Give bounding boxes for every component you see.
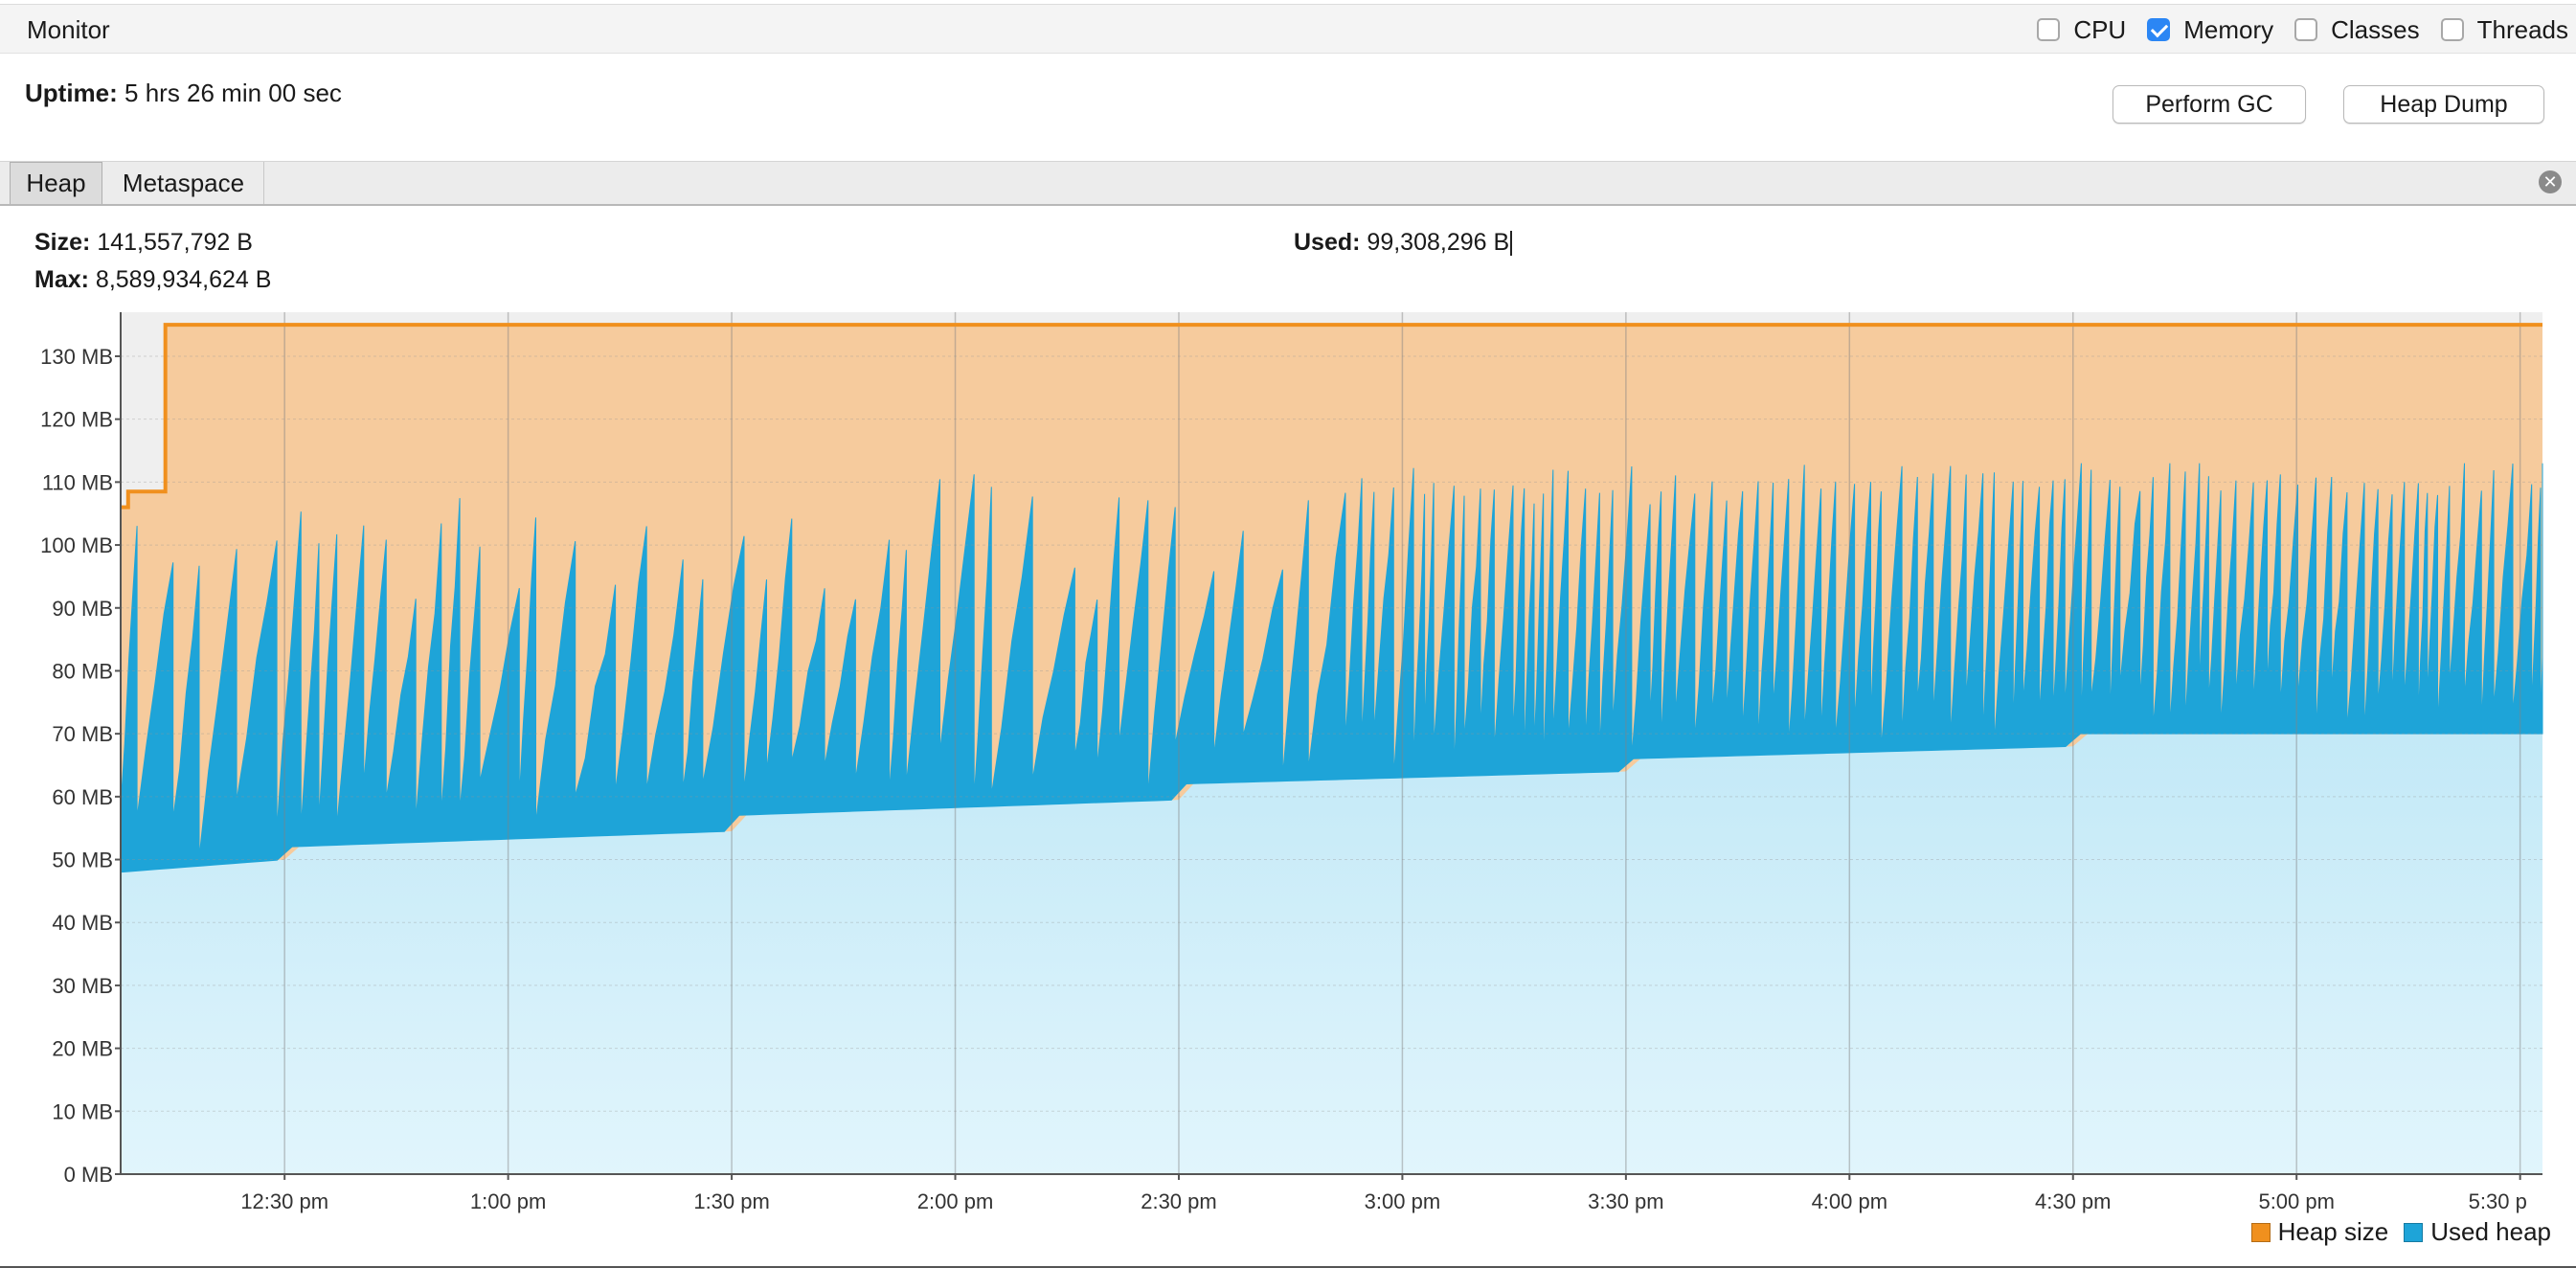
legend-heap-size-label: Heap size [2277, 1217, 2389, 1246]
monitor-title: Monitor [27, 15, 110, 44]
cpu-checkbox[interactable] [2037, 18, 2061, 41]
grid-lines [121, 312, 2542, 1174]
used-heap-base-fill [121, 734, 2542, 1174]
x-tick-label: 4:30 pm [2035, 1189, 2112, 1213]
x-tick-label: 4:00 pm [1812, 1189, 1888, 1213]
y-tick-label: 80 MB [52, 659, 113, 683]
y-axis-ticks: 0 MB 10 MB 20 MB 30 MB 40 MB 50 MB 60 MB 70 MB 8… [40, 345, 121, 1187]
x-tick-label: 1:00 pm [470, 1189, 547, 1213]
heap-chart: 0 MB 10 MB 20 MB 30 MB 40 MB 50 MB 60 MB 70 MB 8… [40, 312, 2543, 1213]
uptime-value: 5 hrs 26 min 00 sec [124, 79, 342, 107]
cpu-toggle[interactable]: CPU [2037, 15, 2126, 45]
heap-dump-button[interactable]: Heap Dump [2343, 85, 2544, 124]
used-heap-fill [120, 463, 2543, 873]
text-caret [1510, 231, 1513, 257]
memory-checkbox[interactable] [2147, 18, 2171, 41]
y-tick-label: 0 MB [64, 1163, 113, 1187]
y-tick-label: 10 MB [52, 1099, 113, 1123]
classes-toggle[interactable]: Classes [2294, 14, 2420, 45]
memory-toggle-label: Memory [2183, 14, 2274, 44]
x-tick-label: 12:30 pm [240, 1189, 328, 1213]
uptime-readout: Uptime: 5 hrs 26 min 00 sec [25, 79, 342, 108]
threads-toggle-label: Threads [2476, 14, 2568, 44]
memory-tabs: Heap Metaspace ✕ [0, 161, 2576, 206]
x-tick-label: 5:00 pm [2258, 1189, 2335, 1213]
y-tick-label: 130 MB [40, 345, 113, 369]
x-tick-label: 3:30 pm [1588, 1189, 1664, 1213]
heap-size-stat: Size: 141,557,792 B [34, 229, 253, 257]
threads-toggle[interactable]: Threads [2440, 14, 2568, 45]
metric-toggles: CPU Memory Classes Threads [2037, 14, 2576, 45]
legend-used-heap[interactable]: Used heap [2404, 1217, 2551, 1247]
tab-metaspace[interactable]: Metaspace [103, 162, 264, 204]
y-tick-label: 70 MB [52, 722, 113, 746]
cpu-toggle-label: CPU [2073, 14, 2127, 44]
legend-heap-size[interactable]: Heap size [2250, 1217, 2389, 1247]
x-tick-label: 3:00 pm [1365, 1189, 1441, 1213]
classes-toggle-label: Classes [2331, 14, 2420, 44]
threads-checkbox[interactable] [2440, 18, 2464, 41]
heap-used-stat: Used: 99,308,296 B [1294, 229, 1513, 257]
heap-used-value: 99,308,296 B [1367, 229, 1510, 256]
chart-axes [120, 312, 2542, 1175]
y-tick-label: 20 MB [52, 1037, 113, 1061]
heap-size-swatch [2250, 1222, 2271, 1242]
heap-size-value: 141,557,792 B [97, 229, 253, 256]
heap-max-label: Max: [34, 266, 89, 293]
heap-size-line [121, 323, 2542, 509]
y-tick-label: 110 MB [42, 470, 113, 494]
legend-used-heap-label: Used heap [2430, 1217, 2551, 1246]
y-tick-label: 40 MB [52, 911, 113, 935]
x-axis-ticks: 12:30 pm 1:00 pm 1:30 pm 2:00 pm 2:30 pm 3:00… [240, 1174, 2527, 1213]
window-bottom-border [0, 1266, 2576, 1268]
y-tick-label: 30 MB [52, 974, 113, 998]
y-tick-label: 60 MB [52, 785, 113, 809]
y-tick-label: 50 MB [52, 849, 113, 872]
heap-max-stat: Max: 8,589,934,624 B [34, 266, 271, 294]
chart-legend: Heap size Used heap [2236, 1217, 2551, 1247]
x-tick-label: 1:30 pm [693, 1189, 770, 1213]
x-tick-label: 2:30 pm [1141, 1189, 1217, 1213]
classes-checkbox[interactable] [2294, 18, 2318, 41]
used-heap-swatch [2404, 1222, 2424, 1242]
used-heap-area [120, 463, 2543, 1174]
close-icon[interactable]: ✕ [2539, 170, 2562, 193]
heap-max-value: 8,589,934,624 B [95, 266, 272, 293]
perform-gc-button[interactable]: Perform GC [2113, 85, 2306, 124]
heap-used-label: Used: [1294, 229, 1361, 256]
memory-toggle[interactable]: Memory [2147, 15, 2273, 45]
y-tick-label: 120 MB [40, 408, 113, 432]
uptime-label: Uptime: [25, 79, 118, 107]
x-tick-label: 5:30 p [2469, 1189, 2527, 1213]
tab-heap[interactable]: Heap [10, 162, 102, 204]
heap-size-stroke [121, 323, 2542, 509]
x-tick-label: 2:00 pm [917, 1189, 994, 1213]
y-tick-label: 100 MB [40, 533, 113, 557]
monitor-title-bar: Monitor CPU Memory Classes Threads [0, 4, 2576, 54]
heap-size-label: Size: [34, 229, 91, 256]
y-tick-label: 90 MB [52, 597, 113, 621]
